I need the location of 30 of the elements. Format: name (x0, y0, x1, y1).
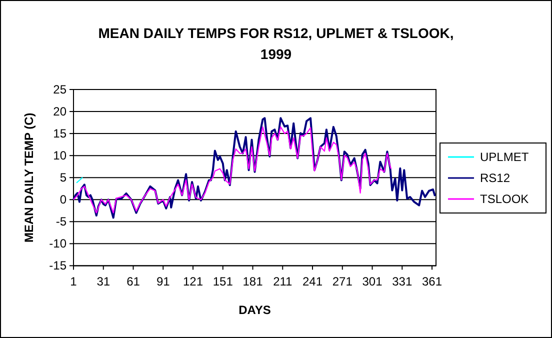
y-tick-label: 5 (60, 170, 67, 185)
legend-label: TSLOOK (480, 192, 529, 206)
y-tick-label: 10 (53, 148, 67, 163)
y-tick-label: 15 (53, 126, 67, 141)
y-tick-label: 25 (53, 82, 67, 96)
legend-label: UPLMET (480, 150, 530, 164)
x-tick-label: 31 (96, 274, 110, 289)
x-tick-label: 301 (362, 274, 383, 289)
x-tick-label: 151 (212, 274, 234, 289)
x-tick-label: 1 (70, 274, 78, 289)
y-tick-label: -10 (49, 236, 67, 251)
x-tick-label: 121 (182, 274, 204, 289)
y-tick-label: 0 (60, 192, 67, 207)
x-tick-label: 61 (126, 274, 140, 289)
y-tick-label: -15 (49, 258, 67, 273)
legend-label: RS12 (480, 171, 510, 185)
x-tick-label: 181 (242, 274, 264, 289)
x-tick-label: 91 (156, 274, 170, 289)
x-tick-label: 241 (302, 274, 323, 289)
y-axis-title: MEAN DAILY TEMP (C) (22, 112, 36, 242)
x-tick-label: 211 (273, 274, 293, 289)
line-series (72, 126, 392, 214)
x-axis-title: DAYS (238, 303, 271, 317)
x-tick-label: 271 (332, 274, 353, 289)
line-series (72, 117, 436, 219)
x-tick-label: 331 (392, 274, 412, 289)
x-tick-label: 361 (422, 274, 442, 289)
chart-title: MEAN DAILY TEMPS FOR RS12, UPLMET & TSLOOK, 1999 (98, 25, 454, 62)
y-tick-label: 20 (53, 104, 67, 119)
y-tick-label: -5 (56, 214, 67, 229)
